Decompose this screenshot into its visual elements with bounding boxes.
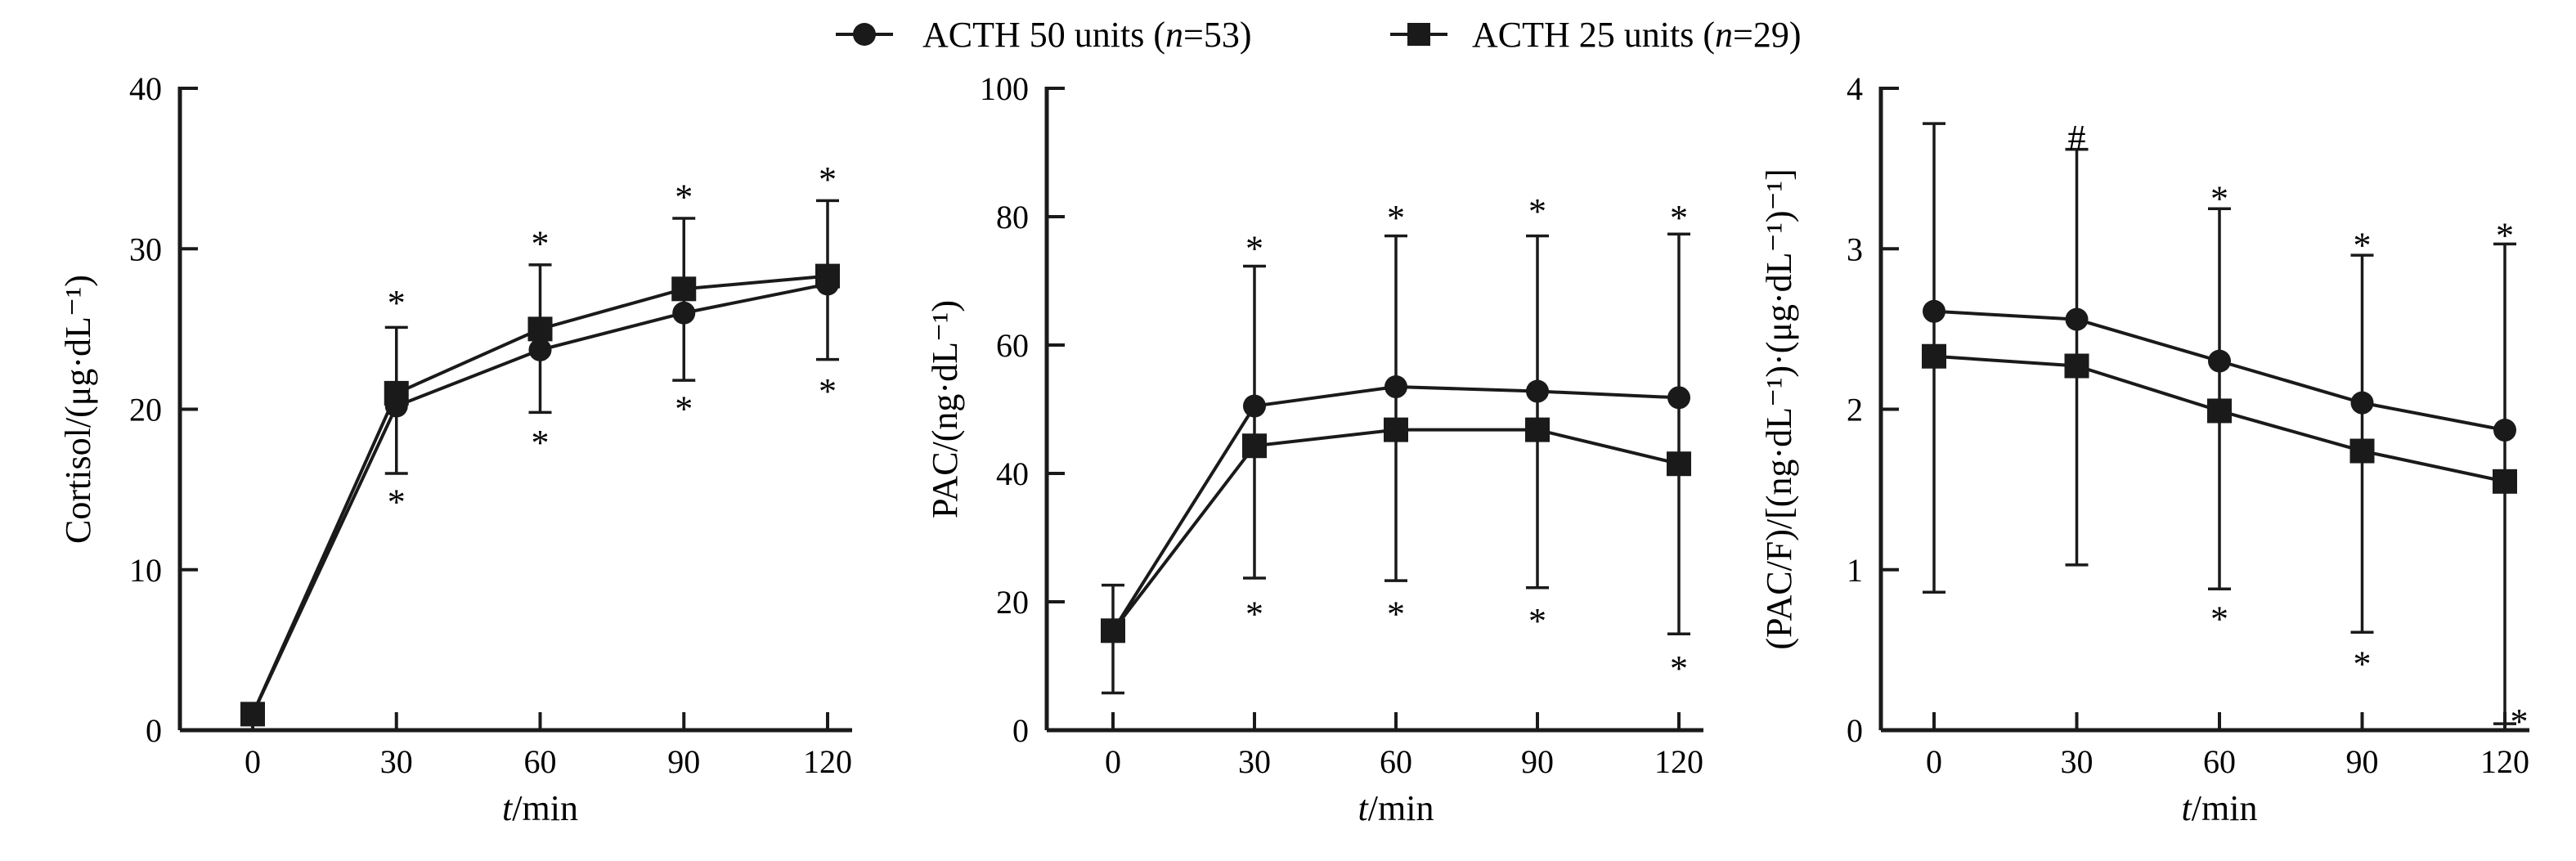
chart-panel-2: 0 20 40 60 80 100 0 30 60 90 120 t/min PAC/(ng·dL⁻¹)… (925, 70, 1703, 828)
data-point-square (240, 702, 265, 727)
x-tick-label: 60 (2203, 743, 2236, 780)
y-tick-label: 0 (1847, 712, 1863, 749)
data-point-circle (1667, 386, 1690, 410)
significance-star: * (2510, 702, 2528, 742)
data-point-circle (1384, 375, 1407, 399)
data-point-circle (2493, 419, 2516, 442)
y-axis-label: Cortisol/(μg·dL⁻¹) (58, 275, 98, 544)
data-point-square (2349, 438, 2375, 464)
legend-item-acth-25: ACTH 25 units (n=29) (1390, 15, 1801, 55)
significance-star: * (675, 389, 693, 429)
y-tick-label: 3 (1847, 231, 1863, 267)
x-tick-label: 120 (1654, 743, 1703, 780)
y-tick-label: 100 (980, 70, 1029, 107)
legend-circle-marker (853, 23, 876, 46)
data-point-circle (528, 338, 552, 361)
y-tick-label: 30 (129, 231, 162, 267)
significance-star: * (1528, 191, 1546, 231)
legend-label-acth-50: ACTH 50 units (n=53) (922, 15, 1251, 55)
hash-annotation: # (2068, 118, 2086, 158)
y-tick-label: 1 (1847, 552, 1863, 589)
data-point-circle (1923, 299, 1945, 323)
y-tick-label: 0 (146, 712, 162, 749)
y-axis-label: PAC/(ng·dL⁻¹) (925, 300, 965, 518)
y-tick-label: 80 (996, 199, 1029, 235)
x-tick-label: 30 (2061, 743, 2094, 780)
x-tick-label: 30 (380, 743, 413, 780)
significance-star: * (388, 283, 406, 323)
significance-star: * (819, 371, 837, 411)
legend-item-acth-50: ACTH 50 units (n=53) (836, 15, 1251, 55)
significance-star: * (819, 159, 837, 200)
data-point-square (1525, 417, 1550, 442)
x-tick-label: 60 (524, 743, 557, 780)
data-point-square (384, 380, 409, 406)
significance-star: * (1245, 229, 1263, 269)
legend-square-marker (1407, 23, 1430, 46)
x-tick-label: 0 (245, 743, 261, 780)
data-point-circle (1243, 394, 1266, 418)
data-point-square (2064, 353, 2089, 379)
significance-star: * (532, 223, 550, 263)
data-point-square (815, 263, 840, 289)
x-tick-label: 120 (2480, 743, 2529, 780)
y-tick-label: 2 (1847, 392, 1863, 428)
data-point-square (671, 276, 697, 302)
x-tick-label: 90 (667, 743, 700, 780)
significance-star: * (532, 423, 550, 463)
y-tick-label: 20 (129, 392, 162, 428)
data-point-square (527, 316, 553, 342)
x-tick-label: 90 (2346, 743, 2379, 780)
data-point-square (1384, 417, 1408, 442)
y-tick-label: 0 (1012, 712, 1029, 749)
significance-star: * (2354, 644, 2372, 684)
chart-panel-3: 0 1 2 3 4 0 30 60 90 120 t/min (PAC/F)/[(ng·dL⁻¹)·(… (1759, 70, 2529, 828)
data-point-square (1242, 433, 1267, 459)
significance-star: * (388, 482, 406, 522)
x-axis-label: t/min (2182, 788, 2258, 828)
legend-label-acth-25: ACTH 25 units (n=29) (1472, 15, 1801, 55)
data-point-square (2207, 398, 2232, 424)
data-point-circle (2065, 307, 2089, 331)
data-point-circle (672, 301, 696, 325)
data-point-circle (1526, 379, 1549, 403)
significance-star: * (1670, 198, 1688, 238)
significance-star: * (2210, 599, 2228, 639)
significance-star: * (1387, 594, 1405, 634)
significance-star: * (1670, 648, 1688, 688)
y-tick-label: 20 (996, 584, 1029, 621)
significance-star: * (675, 177, 693, 217)
significance-star: * (2210, 178, 2228, 218)
data-point-circle (2350, 391, 2374, 415)
significance-star: * (2496, 216, 2514, 256)
data-point-square (1667, 451, 1691, 477)
data-point-circle (2208, 349, 2231, 373)
y-tick-label: 60 (996, 327, 1029, 364)
data-point-square (1922, 343, 1946, 369)
x-tick-label: 30 (1238, 743, 1271, 780)
data-point-square (1101, 618, 1125, 644)
x-tick-label: 120 (803, 743, 852, 780)
significance-star: * (1387, 198, 1405, 238)
x-tick-label: 90 (1521, 743, 1554, 780)
chart-panel-1: 0 10 20 30 40 0 30 60 90 120 t/min Cortisol/(μg·dL⁻… (58, 70, 852, 828)
y-tick-label: 10 (129, 552, 162, 589)
x-tick-label: 0 (1105, 743, 1121, 780)
x-axis-label: t/min (1358, 788, 1434, 828)
x-tick-label: 0 (1926, 743, 1942, 780)
y-tick-label: 40 (996, 455, 1029, 492)
x-tick-label: 60 (1380, 743, 1412, 780)
data-point-square (2493, 469, 2517, 494)
y-axis-label: (PAC/F)/[(ng·dL⁻¹)·(μg·dL⁻¹)⁻¹] (1759, 168, 1799, 649)
significance-star: * (2354, 225, 2372, 265)
x-axis-label: t/min (502, 788, 578, 828)
legend: ACTH 50 units (n=53) ACTH 25 units (n=29… (836, 15, 1801, 55)
significance-star: * (1245, 594, 1263, 634)
y-tick-label: 4 (1847, 70, 1863, 107)
significance-star: * (1528, 601, 1546, 641)
y-tick-label: 40 (129, 70, 162, 107)
